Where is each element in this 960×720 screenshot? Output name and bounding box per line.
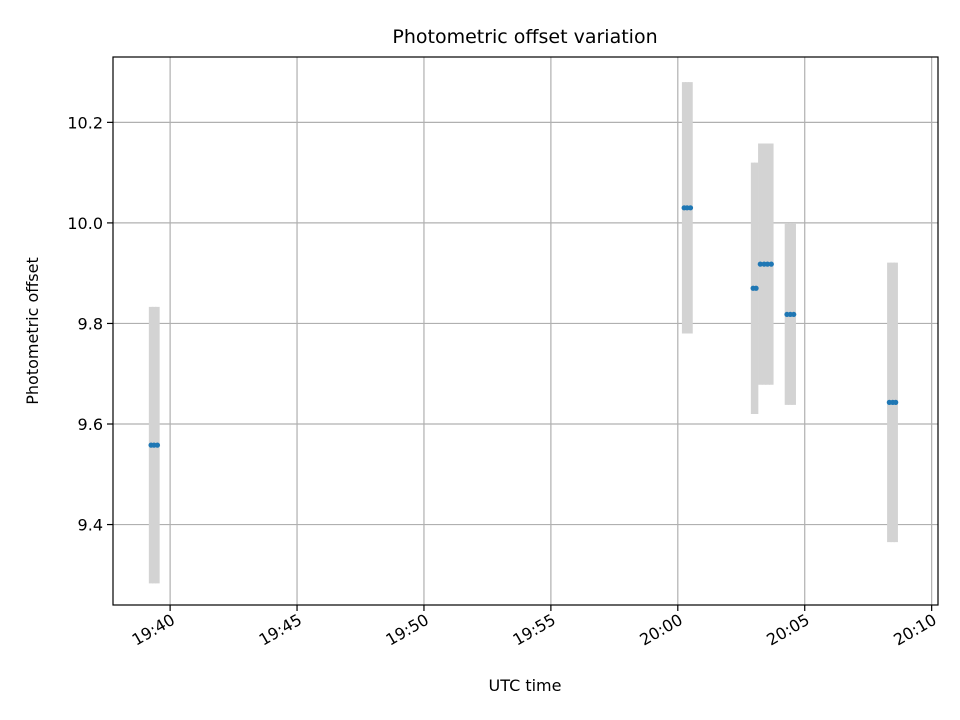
y-tick-label: 9.8 [78,314,103,333]
chart-title: Photometric offset variation [392,26,657,48]
data-point [753,285,759,291]
grid [113,57,938,605]
data-point [791,311,797,318]
plot-frame [112,56,939,606]
data-point [768,261,774,267]
x-axis-label: UTC time [489,676,562,695]
data-points [148,205,899,448]
y-axis-label: Photometric offset [23,257,42,405]
y-tick-label: 10.2 [67,113,103,132]
y-tick-label: 9.6 [78,415,103,434]
data-point [687,205,694,211]
y-axis-ticks: 9.4 9.6 9.8 10.0 10.2 [67,113,113,535]
y-tick-label: 10.0 [67,214,103,233]
data-point [757,261,763,267]
y-tick-label: 9.4 [78,516,103,535]
data-point [764,261,771,267]
data-point [893,399,899,405]
data-point [154,442,161,448]
